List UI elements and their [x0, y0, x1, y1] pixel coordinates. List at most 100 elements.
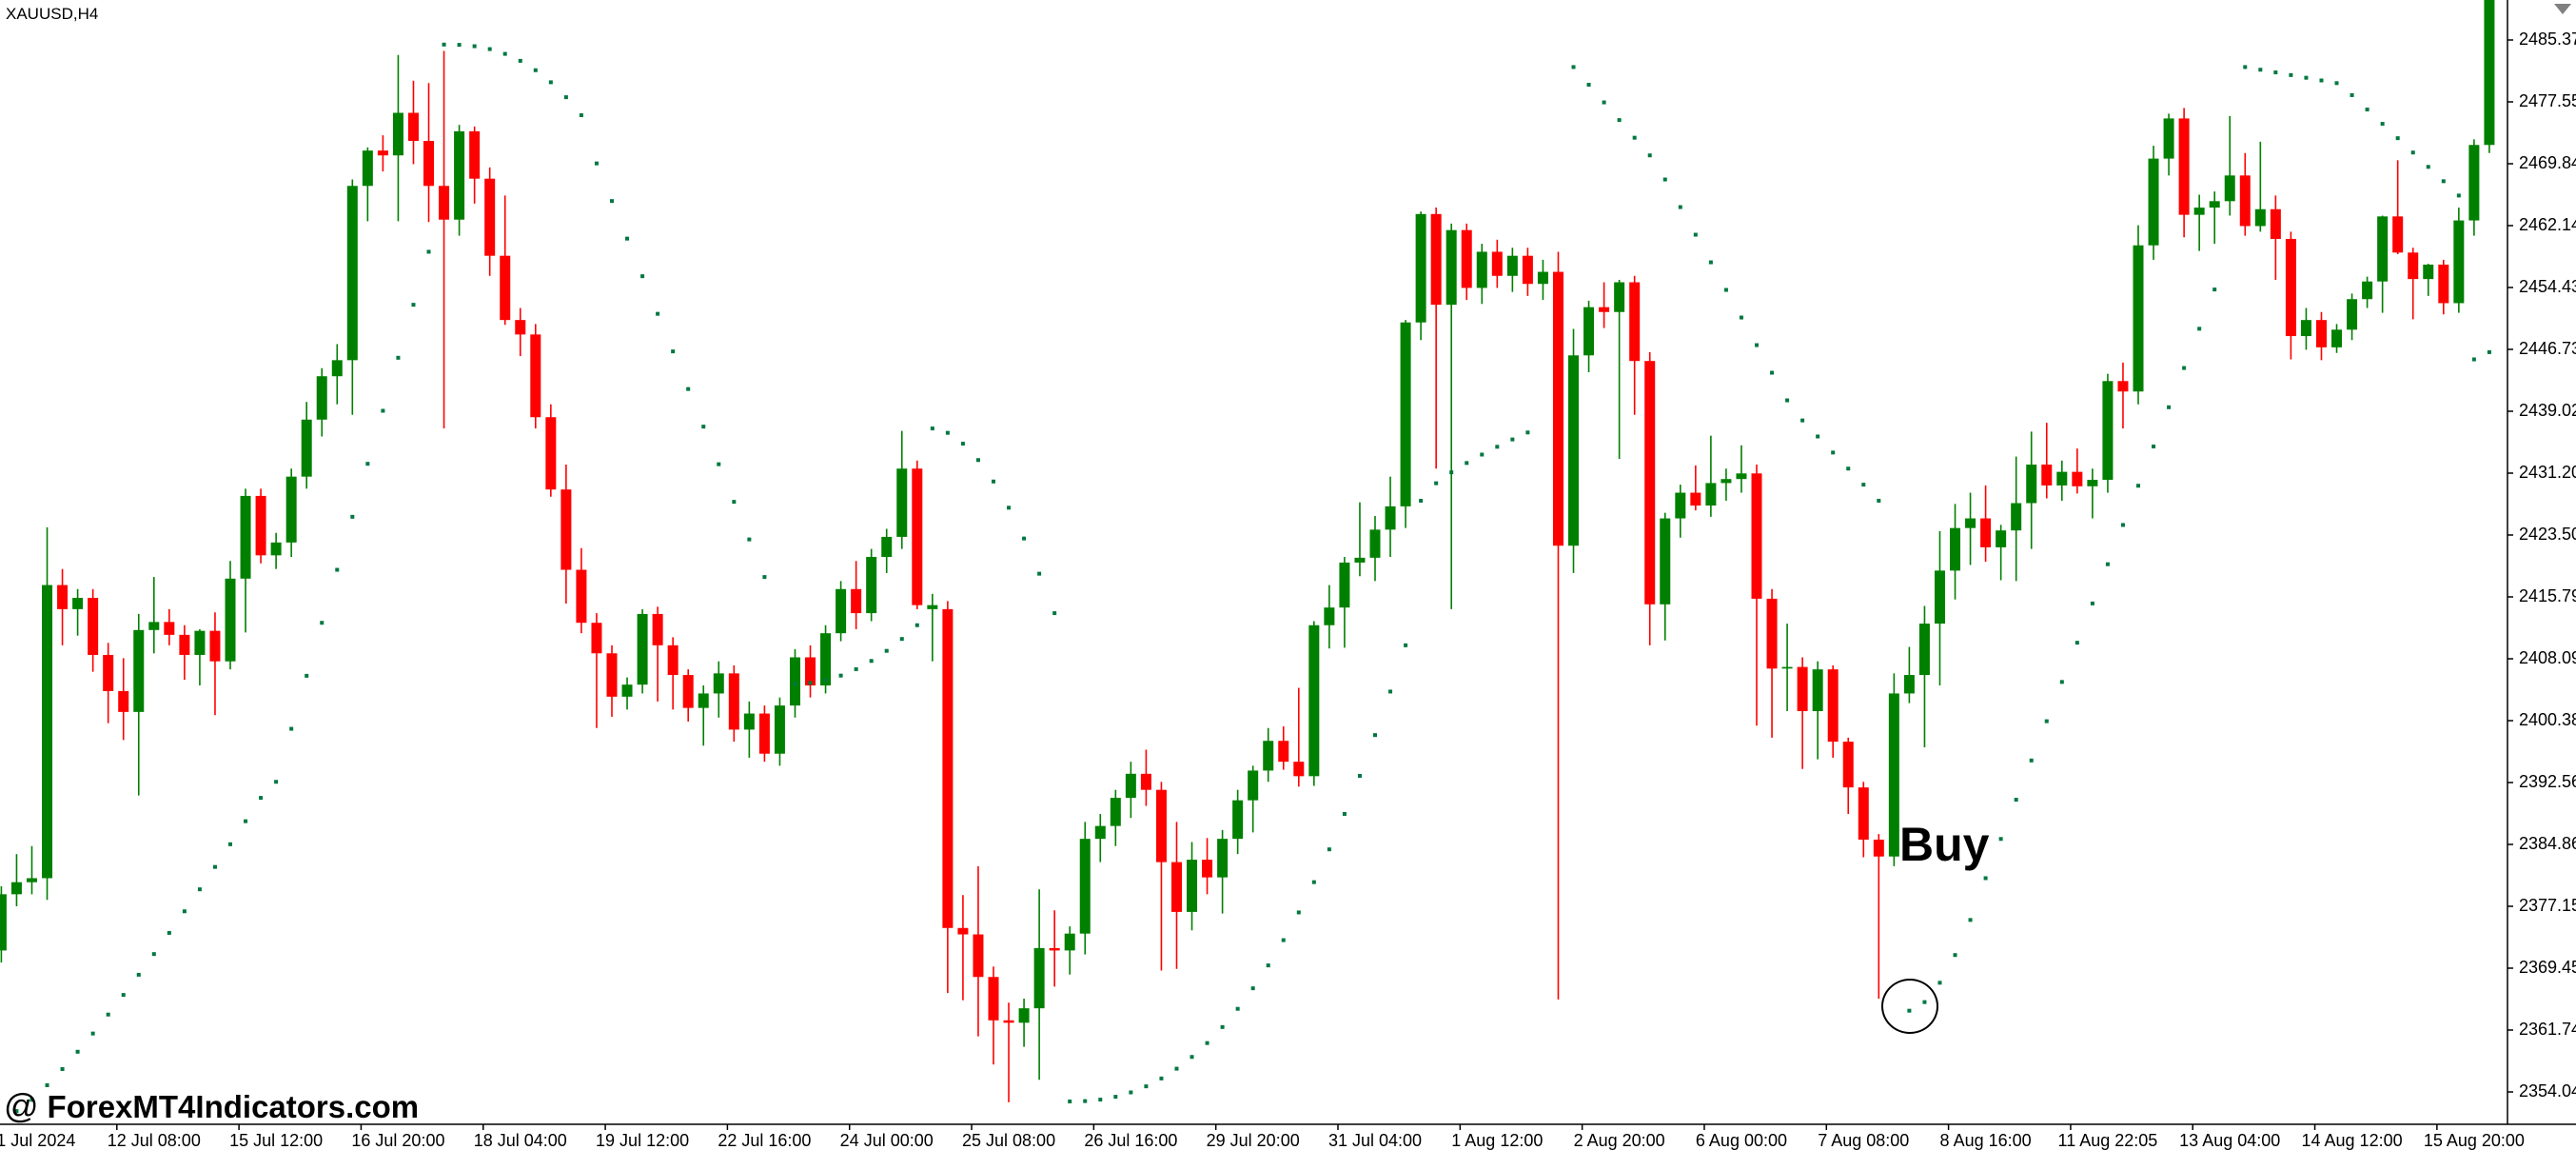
candle-body — [1506, 255, 1518, 276]
candle — [1018, 999, 1030, 1047]
candle-body — [728, 673, 739, 730]
psar-dot-below — [29, 1098, 34, 1102]
candle — [2087, 468, 2098, 519]
candle — [2148, 146, 2159, 260]
psar-dot-above — [960, 442, 965, 446]
candle — [1690, 465, 1701, 511]
candle — [560, 465, 572, 604]
candle — [1491, 239, 1503, 288]
psar-dot-above — [2289, 72, 2293, 77]
candle — [2377, 215, 2389, 313]
price-axis[interactable]: 2485.370 2477.550 2469.845 2462.140 2454.435… — [2507, 0, 2576, 1124]
psar-dot-below — [1159, 1076, 1164, 1081]
candle — [866, 548, 877, 622]
time-axis-label: 18 Jul 04:00 — [474, 1131, 567, 1150]
psar-dot-above — [2365, 108, 2370, 112]
psar-dot-above — [442, 42, 446, 47]
psar-dot-below — [244, 819, 248, 823]
psar-dot-above — [487, 47, 492, 51]
psar-dot-above — [1770, 370, 1775, 375]
candle — [1339, 557, 1350, 648]
candle-body — [377, 150, 388, 156]
candle-body — [2193, 208, 2205, 215]
candle — [392, 54, 403, 222]
candle-body — [1324, 607, 1335, 625]
candle-body — [743, 713, 755, 730]
candle-body — [2468, 145, 2480, 221]
psar-dot-below — [1388, 689, 1393, 694]
psar-dot-above — [2380, 122, 2385, 127]
candle-body — [1369, 529, 1381, 558]
psar-dot-below — [1220, 1024, 1225, 1029]
candle — [57, 568, 69, 645]
chart-shift-marker[interactable] — [2554, 4, 2571, 14]
candle-body — [1797, 666, 1808, 712]
candle — [1506, 248, 1518, 292]
candle-body — [103, 654, 114, 691]
candle-body — [1965, 518, 1976, 528]
candle-body — [851, 588, 862, 614]
candle-body — [1263, 741, 1274, 771]
candle-body — [1308, 625, 1320, 777]
candle — [1934, 531, 1945, 686]
candle-body — [2026, 465, 2037, 504]
candle — [1003, 1002, 1014, 1102]
time-axis-label: 22 Jul 16:00 — [718, 1131, 811, 1150]
psar-dot-below — [1495, 445, 1500, 449]
time-axis[interactable]: 11 Jul 2024 12 Jul 08:00 15 Jul 12:00 16 Ju… — [0, 1123, 2576, 1150]
candle — [1202, 838, 1213, 895]
candle-body — [1445, 229, 1457, 306]
candle-body — [973, 934, 984, 978]
candle — [1675, 485, 1686, 538]
psar-dot-below — [2212, 288, 2217, 292]
candle — [1568, 328, 1580, 573]
psar-dot-below — [426, 249, 431, 254]
candle-body — [2178, 118, 2190, 215]
candle-body — [2072, 471, 2083, 486]
time-axis-label: 25 Jul 08:00 — [962, 1131, 1055, 1150]
candle — [2117, 362, 2129, 429]
candle-body — [1888, 693, 1899, 857]
psar-dot-below — [808, 681, 813, 685]
candle-body — [362, 150, 373, 187]
psar-dot-below — [854, 666, 858, 671]
candle-body — [2438, 264, 2449, 304]
psar-dot-above — [2441, 179, 2446, 184]
time-axis-label: 31 Jul 04:00 — [1328, 1131, 1422, 1150]
candle — [2468, 139, 2480, 236]
candle — [454, 125, 465, 236]
time-axis-label: 12 Jul 08:00 — [108, 1131, 201, 1150]
psar-dot-below — [350, 514, 355, 519]
psar-dot-below — [396, 355, 401, 360]
psar-dot-below — [1098, 1098, 1103, 1102]
candle-body — [1842, 742, 1854, 788]
candle — [682, 669, 694, 722]
psar-dot-below — [823, 678, 828, 683]
candle — [1980, 485, 1992, 563]
psar-dot-above — [472, 44, 477, 49]
time-axis-label: 19 Jul 12:00 — [596, 1131, 689, 1150]
candle-body — [26, 878, 37, 882]
psar-dot-below — [197, 887, 202, 892]
candle-body — [560, 489, 572, 570]
candle-body — [2117, 381, 2129, 392]
price-axis-label: 2423.500 — [2519, 525, 2576, 544]
psar-dot-below — [2059, 680, 2064, 684]
candle-body — [439, 186, 450, 220]
psar-dot-below — [75, 1049, 80, 1054]
candle — [1385, 476, 1396, 558]
psar-dot-above — [625, 236, 630, 241]
candle-body — [209, 630, 221, 662]
candles-layer — [0, 0, 2495, 1102]
candle — [1263, 727, 1274, 783]
candle-body — [820, 633, 832, 686]
psar-dot-below — [884, 648, 889, 653]
psar-dot-above — [610, 199, 614, 204]
candle — [820, 625, 832, 694]
candle — [2026, 431, 2037, 549]
buy-signal-label: Buy — [1899, 818, 1990, 871]
time-axis-label: 11 Aug 22:05 — [2058, 1131, 2158, 1150]
psar-dot-below — [1465, 461, 1469, 466]
time-axis-label: 14 Aug 12:00 — [2302, 1131, 2403, 1150]
